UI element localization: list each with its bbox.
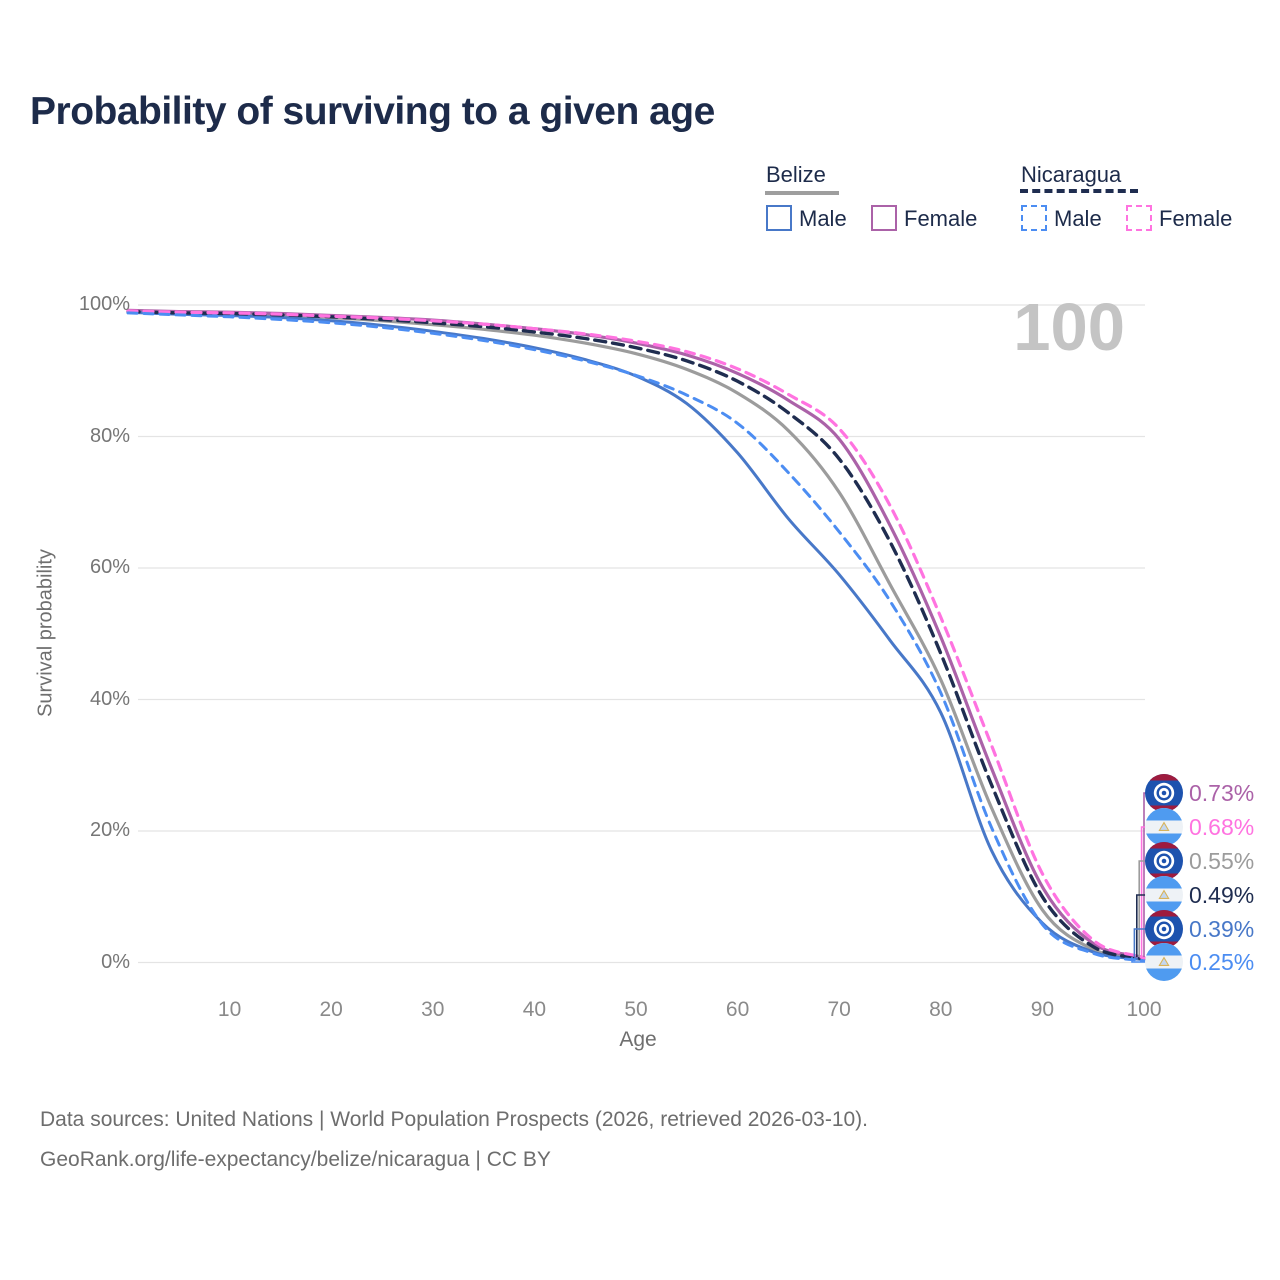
belize-flag-icon (1145, 774, 1183, 812)
end-label-nicaragua-female: 0.68% (1145, 808, 1254, 846)
y-tick-40%: 40% (89, 687, 130, 710)
series-line-nicaragua-all[interactable] (126, 309, 1146, 961)
x-tick-100: 100 (1126, 998, 1162, 1021)
legend-group-belize-label[interactable]: Belize (766, 162, 826, 187)
nicaragua-flag-icon (1145, 943, 1183, 981)
page-title: Probability of surviving to a given age (30, 90, 715, 133)
x-tick-90: 90 (1030, 998, 1055, 1021)
nicaragua-flag-icon (1145, 808, 1183, 846)
leader-line-belize-all (1138, 860, 1147, 957)
legend-group-nicaragua-label[interactable]: Nicaragua (1021, 162, 1122, 187)
leader-line-nicaragua-all (1136, 894, 1147, 957)
x-tick-30: 30 (421, 998, 445, 1021)
legend-item-belize-female[interactable]: Female (904, 206, 978, 231)
y-tick-80%: 80% (89, 424, 130, 447)
legend-swatch-belize-female[interactable] (871, 205, 897, 231)
x-tick-20: 20 (319, 998, 343, 1021)
end-label-value: 0.55% (1189, 847, 1255, 874)
footer-url: GeoRank.org/life-expectancy/belize/nicar… (40, 1148, 551, 1171)
series-line-belize-all[interactable] (126, 309, 1146, 961)
end-label-value: 0.68% (1189, 813, 1255, 840)
end-label-value: 0.25% (1189, 948, 1255, 975)
y-tick-20%: 20% (89, 819, 130, 841)
end-label-belize-female: 0.73% (1145, 774, 1254, 812)
legend-item-nicaragua-male[interactable]: Male (1054, 206, 1102, 231)
end-label-nicaragua-male: 0.25% (1145, 943, 1254, 981)
footer-source: Data sources: United Nations | World Pop… (40, 1108, 869, 1131)
leader-line-belize-male (1133, 928, 1147, 957)
series-line-belize-male[interactable] (126, 310, 1146, 962)
nicaragua-flag-icon (1145, 876, 1183, 914)
x-tick-60: 60 (725, 998, 750, 1021)
end-label-value: 0.73% (1189, 779, 1255, 806)
legend-belize-line-sample (765, 191, 839, 195)
legend-swatch-belize-male[interactable] (766, 205, 792, 231)
age-counter-watermark: 100 (1013, 290, 1125, 365)
end-label-value: 0.39% (1189, 915, 1255, 942)
x-tick-10: 10 (217, 998, 242, 1021)
x-tick-40: 40 (522, 998, 547, 1021)
y-tick-100%: 100% (78, 293, 130, 315)
end-label-belize-all: 0.55% (1145, 842, 1254, 880)
legend-swatch-nicaragua-male[interactable] (1021, 205, 1047, 231)
y-tick-0%: 0% (101, 950, 130, 973)
legend-swatch-nicaragua-female[interactable] (1126, 205, 1152, 231)
belize-flag-icon (1145, 842, 1183, 880)
y-axis-title: Survival probability (34, 549, 57, 717)
legend-nicaragua-line-sample (1020, 189, 1138, 193)
legend-item-nicaragua-female[interactable]: Female (1159, 206, 1233, 231)
end-label-nicaragua-all: 0.49% (1145, 876, 1254, 914)
leader-line-nicaragua-male (1131, 957, 1147, 963)
x-tick-80: 80 (929, 998, 953, 1021)
end-label-value: 0.49% (1189, 881, 1255, 908)
x-axis-title: Age (619, 1028, 657, 1051)
series-line-belize-female[interactable] (126, 308, 1146, 960)
y-tick-60%: 60% (89, 556, 130, 578)
x-tick-70: 70 (827, 998, 851, 1021)
x-tick-50: 50 (624, 998, 648, 1021)
legend-item-belize-male[interactable]: Male (799, 206, 847, 231)
series-line-nicaragua-female[interactable] (126, 309, 1146, 960)
series-line-nicaragua-male[interactable] (126, 311, 1146, 963)
